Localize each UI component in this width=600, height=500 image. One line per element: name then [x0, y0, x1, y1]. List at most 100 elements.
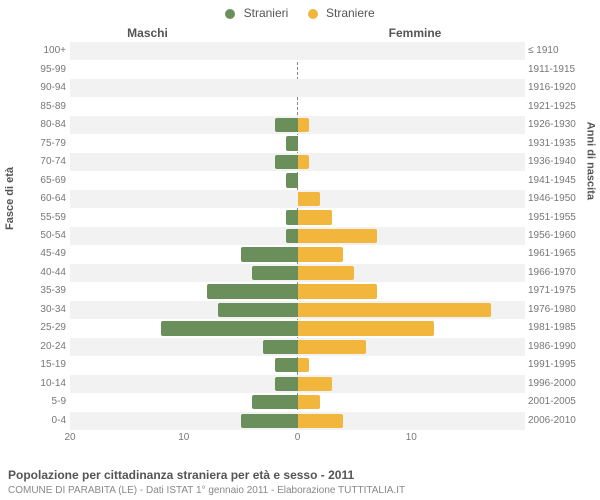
chart-subtitle: COMUNE DI PARABITA (LE) - Dati ISTAT 1° … [8, 485, 405, 496]
birth-year-label: 1921-1925 [528, 101, 598, 112]
legend-dot-male [225, 9, 235, 19]
bar-male [207, 284, 298, 298]
bar-male [241, 247, 298, 261]
age-label: 15-19 [4, 359, 66, 370]
age-label: 50-54 [4, 230, 66, 241]
pyramid-row [70, 153, 525, 171]
birth-year-label: 2006-2010 [528, 415, 598, 426]
x-tick: 10 [399, 432, 423, 443]
bar-male [263, 340, 297, 354]
age-label: 65-69 [4, 175, 66, 186]
birth-year-label: 1916-1920 [528, 82, 598, 93]
age-label: 60-64 [4, 193, 66, 204]
x-tick: 20 [58, 432, 82, 443]
bar-male [275, 118, 298, 132]
legend-dot-female [308, 9, 318, 19]
birth-year-label: 1911-1915 [528, 64, 598, 75]
pyramid-row [70, 319, 525, 337]
bar-female [298, 358, 309, 372]
birth-year-label: 1976-1980 [528, 304, 598, 315]
age-label: 5-9 [4, 396, 66, 407]
age-label: 45-49 [4, 248, 66, 259]
pyramid-chart: Stranieri Straniere Maschi Femmine Fasce… [0, 0, 600, 500]
bar-female [298, 192, 321, 206]
pyramid-row [70, 171, 525, 189]
bar-female [298, 118, 309, 132]
pyramid-row [70, 79, 525, 97]
col-header-right: Femmine [305, 26, 525, 40]
pyramid-row [70, 208, 525, 226]
legend-item-female: Straniere [308, 6, 375, 20]
plot-area [70, 42, 525, 430]
pyramid-row [70, 412, 525, 430]
legend-label-female: Straniere [326, 6, 375, 20]
bar-female [298, 284, 378, 298]
birth-year-label: 1971-1975 [528, 285, 598, 296]
birth-year-label: 1946-1950 [528, 193, 598, 204]
age-label: 90-94 [4, 82, 66, 93]
pyramid-row [70, 375, 525, 393]
bar-male [252, 266, 298, 280]
birth-year-label: 1986-1990 [528, 341, 598, 352]
bar-female [298, 155, 309, 169]
x-tick: 0 [286, 432, 310, 443]
birth-year-label: 1936-1940 [528, 156, 598, 167]
pyramid-row [70, 338, 525, 356]
age-label: 55-59 [4, 212, 66, 223]
bar-male [275, 358, 298, 372]
bar-male [286, 136, 297, 150]
bar-female [298, 321, 435, 335]
legend-label-male: Stranieri [244, 6, 289, 20]
pyramid-row [70, 42, 525, 60]
pyramid-row [70, 393, 525, 411]
age-label: 85-89 [4, 101, 66, 112]
bar-male [161, 321, 298, 335]
pyramid-row [70, 356, 525, 374]
bar-female [298, 266, 355, 280]
bar-male [252, 395, 298, 409]
pyramid-row [70, 190, 525, 208]
x-tick: 10 [172, 432, 196, 443]
bar-female [298, 395, 321, 409]
bar-female [298, 414, 344, 428]
birth-year-label: 1956-1960 [528, 230, 598, 241]
bar-female [298, 229, 378, 243]
age-label: 80-84 [4, 119, 66, 130]
bar-female [298, 303, 491, 317]
col-header-left: Maschi [0, 26, 295, 40]
bar-male [286, 229, 297, 243]
birth-year-label: 1966-1970 [528, 267, 598, 278]
pyramid-row [70, 282, 525, 300]
age-label: 95-99 [4, 64, 66, 75]
birth-year-label: ≤ 1910 [528, 45, 598, 56]
birth-year-label: 1931-1935 [528, 138, 598, 149]
age-label: 20-24 [4, 341, 66, 352]
bar-male [218, 303, 298, 317]
age-label: 30-34 [4, 304, 66, 315]
birth-year-label: 2001-2005 [528, 396, 598, 407]
birth-year-label: 1991-1995 [528, 359, 598, 370]
bar-female [298, 340, 366, 354]
birth-year-label: 1926-1930 [528, 119, 598, 130]
bar-male [286, 210, 297, 224]
age-label: 75-79 [4, 138, 66, 149]
age-label: 35-39 [4, 285, 66, 296]
age-label: 25-29 [4, 322, 66, 333]
birth-year-label: 1951-1955 [528, 212, 598, 223]
birth-year-label: 1941-1945 [528, 175, 598, 186]
pyramid-row [70, 134, 525, 152]
legend: Stranieri Straniere [0, 6, 600, 20]
bar-female [298, 210, 332, 224]
bar-female [298, 377, 332, 391]
age-label: 40-44 [4, 267, 66, 278]
bar-male [275, 155, 298, 169]
pyramid-row [70, 264, 525, 282]
bar-male [286, 173, 297, 187]
bar-male [275, 377, 298, 391]
age-label: 10-14 [4, 378, 66, 389]
chart-title: Popolazione per cittadinanza straniera p… [8, 468, 354, 482]
pyramid-row [70, 245, 525, 263]
pyramid-row [70, 116, 525, 134]
legend-item-male: Stranieri [225, 6, 291, 20]
bar-female [298, 247, 344, 261]
